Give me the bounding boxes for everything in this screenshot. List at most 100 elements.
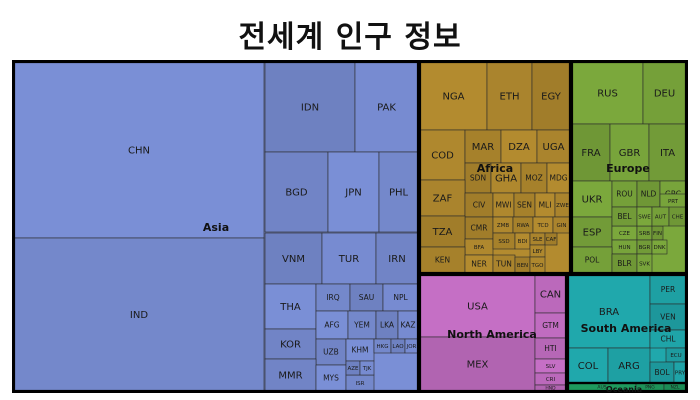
cell-label-bra: BRA bbox=[599, 307, 619, 318]
cell-label-slv: SLV bbox=[546, 364, 556, 370]
cell-esp[interactable] bbox=[571, 216, 613, 248]
cell-label-dnk: DNK bbox=[654, 245, 666, 251]
cell-uga[interactable] bbox=[536, 129, 571, 164]
cell-label-svk: SVK bbox=[639, 261, 650, 267]
cell-pak[interactable] bbox=[354, 61, 419, 153]
cell-label-jpn: JPN bbox=[344, 188, 361, 199]
cell-civ[interactable] bbox=[464, 192, 494, 218]
cell-chn[interactable] bbox=[13, 61, 265, 239]
cell-label-cmr: CMR bbox=[471, 224, 488, 233]
cell-label-bfa: BFA bbox=[474, 245, 484, 251]
cell-label-prt: PRT bbox=[668, 199, 679, 205]
cell-label-ben: BEN bbox=[517, 263, 528, 269]
cell-label-blr: BLR bbox=[617, 259, 632, 268]
cell-dza[interactable] bbox=[500, 129, 538, 164]
cell-label-lao: LAO bbox=[392, 344, 404, 350]
cell-fra[interactable] bbox=[571, 123, 611, 182]
cell-arg[interactable] bbox=[607, 347, 651, 384]
cell-label-isr: ISR bbox=[356, 381, 365, 387]
cell-label-usa: USA bbox=[467, 302, 488, 313]
group-border-asia bbox=[12, 60, 420, 393]
cell-label-tza: TZA bbox=[432, 227, 453, 238]
cell-label-lka: LKA bbox=[380, 321, 395, 330]
cell-phl[interactable] bbox=[378, 151, 419, 233]
cell-label-bgr: BGR bbox=[639, 245, 651, 251]
cell-label-hkg: HKG bbox=[376, 344, 388, 350]
cell-ken[interactable] bbox=[419, 246, 466, 274]
cell-label-hti: HTI bbox=[544, 344, 556, 353]
cell-ind[interactable] bbox=[13, 237, 265, 392]
cell-label-khm: KHM bbox=[351, 346, 368, 355]
cell-label-cri: CRI bbox=[546, 377, 556, 383]
cell-uzb[interactable] bbox=[315, 338, 347, 366]
cell-label-dza: DZA bbox=[508, 142, 530, 153]
cell-tza[interactable] bbox=[419, 215, 466, 248]
cell-ukr[interactable] bbox=[571, 180, 613, 218]
cell-label-sle: SLE bbox=[532, 237, 543, 243]
cell-label-nga: NGA bbox=[442, 92, 464, 103]
cell-sau[interactable] bbox=[349, 283, 384, 312]
cell-label-chl: CHL bbox=[660, 335, 676, 344]
cell-gha[interactable] bbox=[490, 162, 522, 194]
cell-label-rwa: RWA bbox=[517, 223, 530, 229]
cell-label-uzb: UZB bbox=[323, 348, 339, 357]
cell-label-yem: YEM bbox=[353, 321, 370, 330]
cell-deu[interactable] bbox=[642, 61, 687, 125]
cell-label-bdi: BDI bbox=[518, 239, 528, 245]
cell-mmr[interactable] bbox=[264, 358, 317, 392]
cell-mex[interactable] bbox=[419, 336, 536, 392]
cell-label-ukr: UKR bbox=[582, 195, 603, 206]
cell-label-tjk: TJK bbox=[362, 366, 372, 372]
cell-vnm[interactable] bbox=[264, 232, 323, 285]
cell-label-tcd: TCD bbox=[536, 223, 548, 229]
cell-label-irq: IRQ bbox=[326, 293, 339, 302]
group-europe: RUSDEUFRAGBRITAUKRROUNLDGRCESPCZESRBFINP… bbox=[571, 61, 687, 274]
cell-label-zaf: ZAF bbox=[433, 194, 453, 205]
cell-ven[interactable] bbox=[649, 303, 687, 331]
group-label-north-america: North America bbox=[447, 328, 537, 341]
cell-sdn[interactable] bbox=[464, 162, 492, 194]
cell-col[interactable] bbox=[567, 347, 609, 384]
group-label-africa: Africa bbox=[477, 162, 513, 175]
cell-gbr[interactable] bbox=[609, 123, 650, 182]
cell-ita[interactable] bbox=[648, 123, 687, 182]
cell-npl[interactable] bbox=[382, 283, 419, 312]
cell-irq[interactable] bbox=[315, 283, 351, 312]
cell-yem[interactable] bbox=[347, 310, 377, 340]
cell-zaf[interactable] bbox=[419, 179, 466, 217]
cell-dnk[interactable] bbox=[651, 239, 668, 255]
cell-label-hun: HUN bbox=[618, 245, 630, 251]
cell-moz[interactable] bbox=[520, 162, 548, 194]
cell-label-fin: FIN bbox=[653, 231, 662, 237]
cell-label-per: PER bbox=[661, 285, 675, 294]
cell-label-ven: VEN bbox=[660, 313, 675, 322]
cell-jpn[interactable] bbox=[327, 151, 380, 233]
cell-irn[interactable] bbox=[375, 232, 419, 285]
cell-bgd[interactable] bbox=[264, 151, 329, 233]
cell-label-gbr: GBR bbox=[619, 148, 641, 159]
cell-label-egy: EGY bbox=[541, 92, 562, 103]
cell-label-deu: DEU bbox=[654, 89, 675, 100]
cell-label-phl: PHL bbox=[389, 188, 409, 199]
cell-label-mli: MLI bbox=[539, 201, 552, 210]
cell-label-irn: IRN bbox=[388, 254, 405, 265]
group-asia: CHN IND IDN PAK BGD JPN PHL VNM TUR IRN THA IRQ SAU N… bbox=[13, 61, 419, 392]
cell-label-gin: GIN bbox=[557, 223, 567, 229]
cell-pol[interactable] bbox=[571, 246, 613, 274]
cell-label-ita: ITA bbox=[660, 148, 675, 159]
cell-mys[interactable] bbox=[315, 364, 347, 392]
cell-label-cze: CZE bbox=[619, 231, 631, 237]
cell-label-nzl: NZL bbox=[671, 385, 680, 391]
cell-tjk[interactable] bbox=[359, 360, 375, 376]
cell-label-vnm: VNM bbox=[282, 254, 305, 265]
cell-tha[interactable] bbox=[264, 283, 317, 330]
cell-afg[interactable] bbox=[315, 310, 349, 340]
cell-cod[interactable] bbox=[419, 129, 466, 181]
group-south-america: BRA PER VEN CHL ECU COL ARG BOL PRY bbox=[567, 274, 687, 384]
cell-label-che: CHE bbox=[672, 214, 684, 220]
cell-label-uga: UGA bbox=[543, 142, 565, 153]
cell-label-mmr: MMR bbox=[278, 371, 302, 382]
cell-kor[interactable] bbox=[264, 328, 317, 360]
cell-caf[interactable] bbox=[544, 232, 558, 246]
